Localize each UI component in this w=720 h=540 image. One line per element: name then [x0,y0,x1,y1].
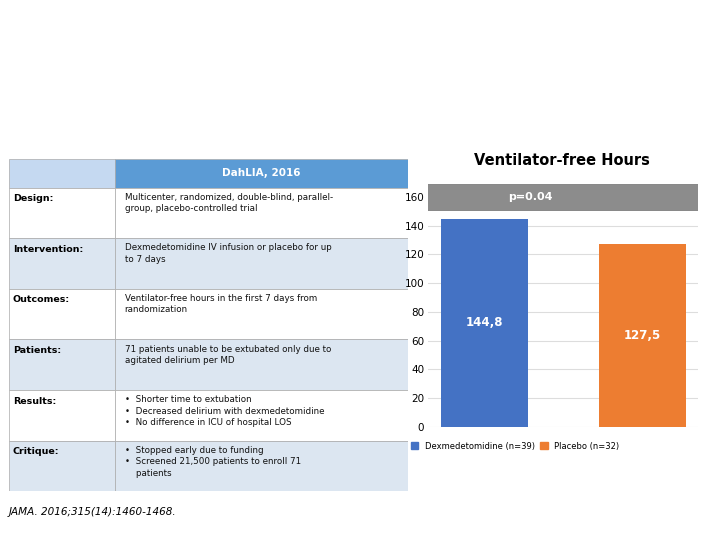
Text: Intervention:: Intervention: [13,245,83,254]
Text: Design:: Design: [13,194,53,203]
FancyBboxPatch shape [315,184,720,210]
Text: Dexmedetomidine for Agitated Delirium in
Mechanically Ventilated Patients (DahLI: Dexmedetomidine for Agitated Delirium in… [18,48,533,92]
FancyBboxPatch shape [9,289,114,340]
FancyBboxPatch shape [9,441,114,491]
Text: 144,8: 144,8 [465,316,503,329]
Text: Ventilator-free hours in the first 7 days from
randomization: Ventilator-free hours in the first 7 day… [125,294,317,314]
FancyBboxPatch shape [114,238,408,289]
FancyBboxPatch shape [9,187,114,238]
Text: 71 patients unable to be extubated only due to
agitated delirium per MD: 71 patients unable to be extubated only … [125,345,331,365]
FancyBboxPatch shape [9,390,114,441]
Text: JAMA. 2016;315(14):1460-1468.: JAMA. 2016;315(14):1460-1468. [9,507,176,517]
Text: p=0.04: p=0.04 [508,192,552,202]
FancyBboxPatch shape [114,441,408,491]
Text: Outcomes:: Outcomes: [13,295,70,305]
Bar [441,219,528,427]
Text: •  Shorter time to extubation
•  Decreased delirium with dexmedetomidine
•  No d: • Shorter time to extubation • Decreased… [125,395,324,427]
FancyBboxPatch shape [9,238,114,289]
Text: DahLIA, 2016: DahLIA, 2016 [222,168,301,178]
Text: Critique:: Critique: [13,447,59,456]
FancyBboxPatch shape [9,159,114,187]
Text: Ventilator-free Hours: Ventilator-free Hours [474,153,649,168]
Text: 127,5: 127,5 [624,329,661,342]
FancyBboxPatch shape [114,289,408,340]
FancyBboxPatch shape [114,340,408,390]
FancyBboxPatch shape [114,187,408,238]
FancyBboxPatch shape [114,390,408,441]
Text: •  Stopped early due to funding
•  Screened 21,500 patients to enroll 71
    pat: • Stopped early due to funding • Screene… [125,446,301,478]
Legend: Dexmedetomidine (n=39), Placebo (n=32): Dexmedetomidine (n=39), Placebo (n=32) [411,442,619,450]
FancyBboxPatch shape [114,159,408,187]
Wedge shape [462,0,720,48]
Text: Patients:: Patients: [13,346,60,355]
Text: Dexmedetomidine IV infusion or placebo for up
to 7 days: Dexmedetomidine IV infusion or placebo f… [125,243,331,264]
Text: Multicenter, randomized, double-blind, parallel-
group, placebo-controlled trial: Multicenter, randomized, double-blind, p… [125,193,333,213]
FancyBboxPatch shape [9,340,114,390]
Text: Results:: Results: [13,397,56,406]
Bar [599,244,686,427]
